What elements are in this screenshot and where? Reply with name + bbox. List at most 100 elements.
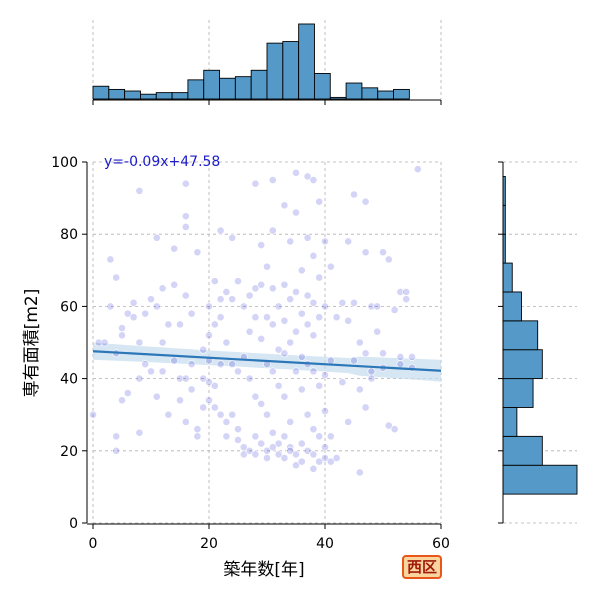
data-point [234, 277, 242, 286]
data-point [257, 241, 266, 249]
data-point [321, 302, 329, 311]
data-point [292, 208, 300, 217]
data-point [303, 320, 312, 329]
data-point [309, 176, 318, 184]
x-hist-bar [92, 85, 110, 100]
x-hist-bar [155, 92, 173, 100]
data-point [309, 425, 318, 434]
data-point [239, 302, 248, 311]
y-hist-bar [502, 262, 513, 293]
data-point [181, 179, 190, 188]
data-point [228, 233, 237, 242]
data-point [321, 237, 329, 246]
data-point [176, 320, 184, 329]
data-point [315, 313, 324, 322]
data-point [297, 385, 306, 394]
data-point [245, 327, 254, 336]
x-hist-bar [361, 87, 379, 100]
data-point [292, 461, 300, 470]
data-point [181, 291, 190, 300]
data-point [390, 306, 399, 314]
data-point [396, 360, 405, 369]
x-hist-bar [124, 90, 141, 100]
data-point [193, 432, 202, 441]
y-hist-bar [502, 378, 534, 408]
data-point [205, 378, 213, 387]
data-point [326, 356, 335, 365]
data-point [309, 298, 318, 307]
data-point [367, 367, 376, 376]
data-point [315, 432, 324, 441]
data-point [187, 309, 196, 318]
data-point [100, 338, 109, 347]
data-point [135, 186, 144, 195]
data-point [141, 309, 150, 318]
data-point [315, 457, 324, 466]
data-point [123, 309, 132, 318]
data-point [292, 168, 300, 177]
data-point [158, 284, 167, 293]
x-hist-bar [171, 92, 189, 100]
data-point [292, 367, 300, 376]
y-axis-label: 専有面積[m2] [22, 289, 42, 398]
data-point [176, 374, 184, 383]
data-point [257, 439, 266, 448]
data-point [257, 334, 266, 343]
data-point [344, 316, 353, 325]
data-point [141, 360, 150, 369]
data-point [199, 374, 208, 383]
x-hist-bar [140, 93, 157, 100]
data-point [280, 454, 289, 462]
data-point [268, 320, 277, 329]
data-point [315, 381, 324, 390]
data-point [187, 360, 196, 369]
data-point [297, 353, 306, 361]
x-hist-bar [377, 90, 394, 100]
data-point [384, 421, 393, 430]
data-point [286, 295, 295, 304]
data-point [222, 418, 231, 426]
data-point [379, 349, 387, 358]
data-point [176, 396, 184, 405]
data-point [228, 410, 237, 419]
data-point [355, 385, 364, 394]
x-hist-bar [250, 69, 268, 100]
data-point [292, 450, 300, 459]
x-hist-bar [329, 96, 347, 100]
x-hist-bar [203, 69, 220, 100]
data-point [234, 367, 242, 376]
data-point [280, 316, 289, 325]
data-point [135, 428, 144, 437]
data-point [286, 237, 295, 246]
data-point [106, 255, 115, 264]
y-tick-label: 20 [60, 444, 78, 460]
y-hist-bar [502, 291, 522, 322]
data-point [181, 374, 190, 383]
data-point [216, 226, 225, 235]
data-point [112, 446, 121, 455]
data-point [332, 313, 341, 322]
data-point [216, 295, 225, 304]
data-point [118, 331, 126, 340]
data-point [263, 262, 271, 271]
data-point [361, 197, 370, 206]
data-point [268, 367, 277, 376]
data-point [355, 338, 364, 347]
data-point [361, 248, 370, 257]
data-point [292, 327, 300, 336]
data-point [158, 338, 167, 347]
data-point [170, 356, 179, 365]
x-hist-bar [345, 82, 363, 100]
data-point [274, 345, 283, 354]
data-point [106, 302, 115, 311]
data-point [326, 262, 335, 271]
data-point [251, 450, 260, 459]
x-hist-bar [187, 79, 205, 100]
data-point [303, 172, 312, 181]
data-point [205, 396, 213, 405]
data-point [158, 367, 167, 376]
data-point [326, 457, 335, 466]
y-tick-label: 40 [60, 372, 78, 388]
data-point [187, 385, 196, 394]
x-marginal-histogram [92, 23, 442, 105]
